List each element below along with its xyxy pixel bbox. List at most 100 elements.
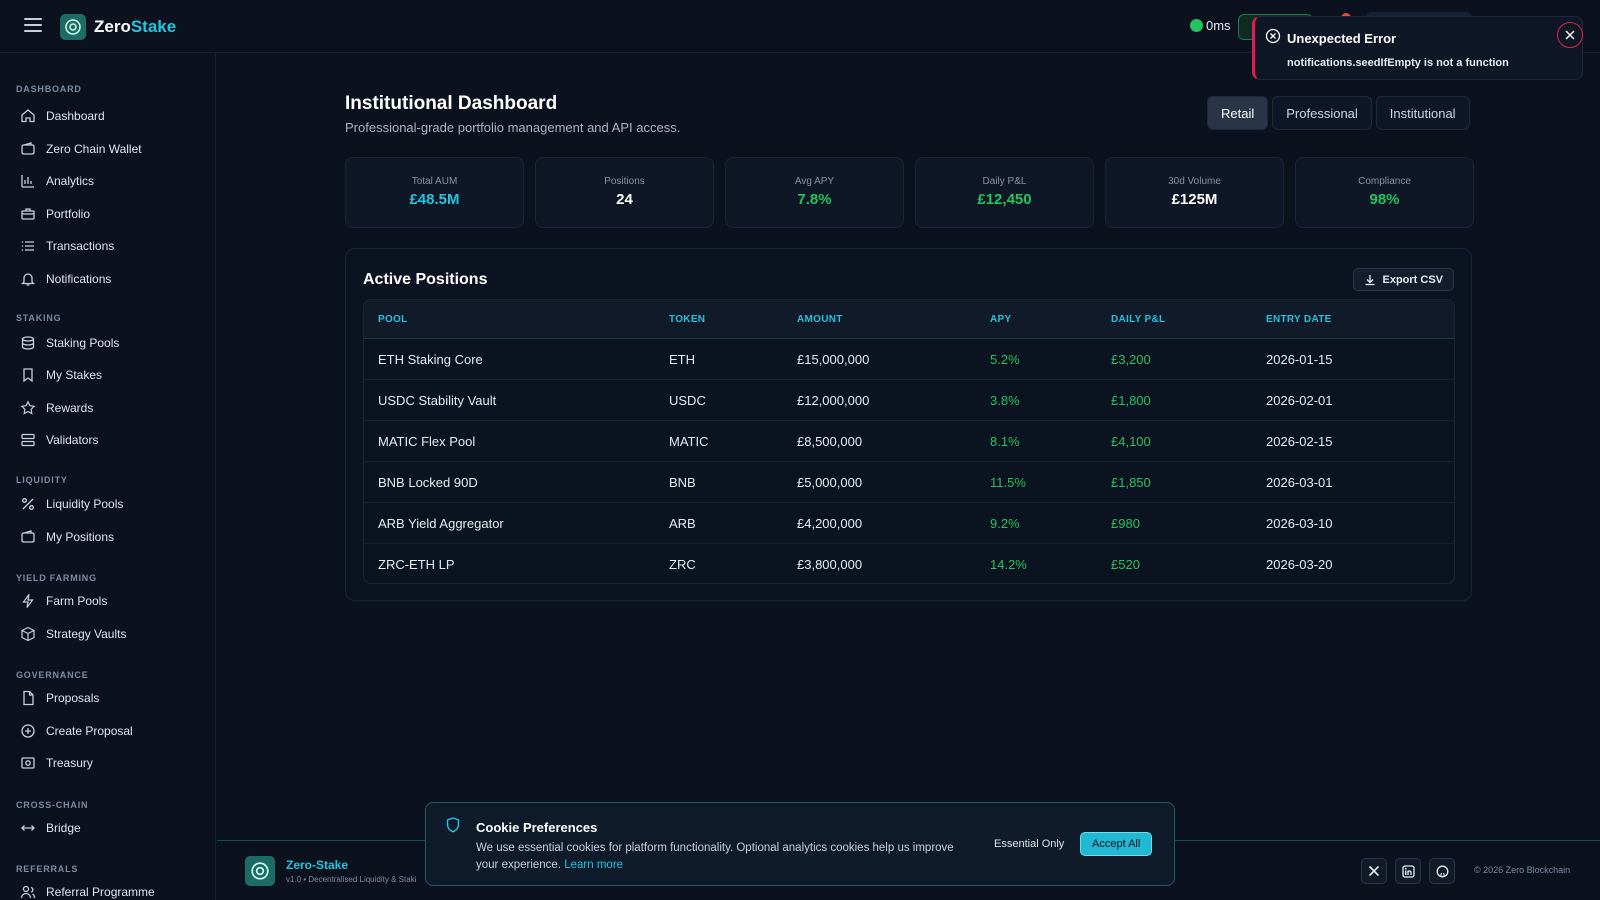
sidebar-item-create-proposal[interactable]: Create Proposal <box>16 718 202 744</box>
cell-pool: USDC Stability Vault <box>378 392 497 408</box>
sidebar-item-liquidity-pools[interactable]: Liquidity Pools <box>16 491 202 517</box>
stats-row: Total AUM £48.5M Positions 24 Avg APY 7.8% Dai… <box>345 157 1474 228</box>
learn-more-link[interactable]: Learn more <box>564 859 624 871</box>
sidebar-item-farm-pools[interactable]: Farm Pools <box>16 588 202 614</box>
stat-card-compliance: Compliance 98% <box>1295 157 1474 228</box>
sidebar: DASHBOARD Dashboard Zero Chain Wallet Analy… <box>0 53 216 900</box>
cell-daily-pnl: £1,800 <box>1111 392 1151 408</box>
table-row[interactable]: MATIC Flex Pool MATIC £8,500,000 8.1% £4,100… <box>364 421 1454 462</box>
sidebar-section-dashboard: DASHBOARD <box>16 84 82 94</box>
transactions-icon <box>20 238 36 254</box>
accept-all-button[interactable]: Accept All <box>1080 832 1153 856</box>
footer-name[interactable]: Zero-Stake <box>286 858 349 872</box>
sidebar-item-label: Transactions <box>46 239 115 253</box>
col-amount[interactable]: AMOUNT <box>797 313 843 325</box>
sidebar-item-label: My Stakes <box>46 368 103 382</box>
cell-daily-pnl: £3,200 <box>1111 351 1151 367</box>
sidebar-item-my-positions[interactable]: My Positions <box>16 524 202 550</box>
tab-institutional[interactable]: Institutional <box>1375 96 1470 130</box>
portfolio-icon <box>20 206 36 222</box>
cell-daily-pnl: £4,100 <box>1111 433 1151 449</box>
sidebar-item-label: Bridge <box>46 821 81 835</box>
table-row[interactable]: ZRC-ETH LP ZRC £3,800,000 14.2% £520 2026-03-… <box>364 544 1454 583</box>
sidebar-item-dashboard[interactable]: Dashboard <box>16 103 202 129</box>
close-icon[interactable] <box>1557 22 1583 48</box>
my-positions-icon <box>20 529 36 545</box>
sidebar-item-my-stakes[interactable]: My Stakes <box>16 362 202 388</box>
sidebar-item-strategy-vaults[interactable]: Strategy Vaults <box>16 621 202 647</box>
stat-label: Positions <box>604 176 645 187</box>
sidebar-item-proposals[interactable]: Proposals <box>16 685 202 711</box>
sidebar-item-treasury[interactable]: Treasury <box>16 750 202 776</box>
stat-card-avg-apy: Avg APY 7.8% <box>725 157 904 228</box>
stat-value: 7.8% <box>797 191 832 208</box>
cell-daily-pnl: £1,850 <box>1111 474 1151 490</box>
col-token[interactable]: TOKEN <box>669 313 706 325</box>
cookie-banner: Cookie Preferences We use essential cook… <box>425 802 1175 886</box>
sidebar-item-notifications[interactable]: Notifications <box>16 266 202 292</box>
sidebar-section-governance: GOVERNANCE <box>16 670 89 680</box>
github-icon[interactable] <box>1429 858 1455 884</box>
sidebar-item-portfolio[interactable]: Portfolio <box>16 201 202 227</box>
analytics-icon <box>20 173 36 189</box>
col-daily-pnl[interactable]: DAILY P&L <box>1111 313 1166 325</box>
shield-icon <box>446 817 460 833</box>
essential-only-button[interactable]: Essential Only <box>994 838 1065 850</box>
sidebar-item-label: Notifications <box>46 272 112 286</box>
page-title: Institutional Dashboard <box>345 93 558 114</box>
sidebar-item-validators[interactable]: Validators <box>16 427 202 453</box>
cell-token: ZRC <box>669 557 696 572</box>
cell-pool: ARB Yield Aggregator <box>378 515 504 531</box>
cell-amount: £8,500,000 <box>797 433 863 449</box>
cell-apy: 3.8% <box>990 392 1020 408</box>
copyright: © 2026 Zero Blockchain <box>1474 865 1571 875</box>
menu-icon[interactable] <box>24 18 42 34</box>
x-twitter-icon[interactable] <box>1361 858 1387 884</box>
sidebar-item-label: Analytics <box>46 174 95 188</box>
treasury-icon <box>20 755 36 771</box>
export-csv-button[interactable]: Export CSV <box>1353 268 1454 291</box>
col-apy[interactable]: APY <box>990 313 1012 325</box>
sidebar-item-label: Proposals <box>46 691 100 705</box>
sidebar-item-staking-pools[interactable]: Staking Pools <box>16 330 202 356</box>
col-pool[interactable]: POOL <box>378 313 408 325</box>
tab-retail[interactable]: Retail <box>1207 96 1269 130</box>
sidebar-item-rewards[interactable]: Rewards <box>16 395 202 421</box>
cell-amount: £4,200,000 <box>797 515 863 531</box>
cell-pool: BNB Locked 90D <box>378 474 478 490</box>
sidebar-item-analytics[interactable]: Analytics <box>16 168 202 194</box>
linkedin-icon[interactable] <box>1395 858 1421 884</box>
sidebar-section-cross-chain: CROSS-CHAIN <box>16 800 89 810</box>
cell-entry-date: 2026-03-01 <box>1266 474 1333 490</box>
bridge-icon <box>20 820 36 836</box>
sidebar-section-referrals: REFERRALS <box>16 864 79 874</box>
brand[interactable]: ZeroStake <box>60 14 176 40</box>
sidebar-section-staking: STAKING <box>16 313 62 323</box>
cell-entry-date: 2026-03-20 <box>1266 557 1333 572</box>
positions-table: POOL TOKEN AMOUNT APY DAILY P&L ENTRY DA… <box>363 299 1455 584</box>
cookie-description: We use essential cookies for platform fu… <box>476 842 954 871</box>
table-row[interactable]: ARB Yield Aggregator ARB £4,200,000 9.2% £98… <box>364 503 1454 544</box>
table-row[interactable]: USDC Stability Vault USDC £12,000,000 3.8% £… <box>364 380 1454 421</box>
table-row[interactable]: ETH Staking Core ETH £15,000,000 5.2% £3,200… <box>364 339 1454 380</box>
sidebar-item-zero-chain-wallet[interactable]: Zero Chain Wallet <box>16 136 202 162</box>
stat-card-daily-p-l: Daily P&L £12,450 <box>915 157 1094 228</box>
toast-message: notifications.seedIfEmpty is not a funct… <box>1287 57 1509 69</box>
sidebar-item-referral-programme[interactable]: Referral Programme <box>16 879 202 900</box>
cookie-title: Cookie Preferences <box>476 820 598 835</box>
stat-value: 24 <box>616 191 633 208</box>
stat-card-total-aum: Total AUM £48.5M <box>345 157 524 228</box>
cell-entry-date: 2026-02-15 <box>1266 433 1333 449</box>
stat-label: Total AUM <box>411 176 458 187</box>
sidebar-item-transactions[interactable]: Transactions <box>16 233 202 259</box>
tab-professional[interactable]: Professional <box>1272 96 1372 130</box>
dashboard-icon <box>20 108 36 124</box>
sidebar-item-bridge[interactable]: Bridge <box>16 815 202 841</box>
col-entry-date[interactable]: ENTRY DATE <box>1266 313 1332 325</box>
cell-pool: ETH Staking Core <box>378 351 483 367</box>
cell-entry-date: 2026-02-01 <box>1266 392 1333 408</box>
table-row[interactable]: BNB Locked 90D BNB £5,000,000 11.5% £1,850 20… <box>364 462 1454 503</box>
validators-icon <box>20 432 36 448</box>
cell-apy: 8.1% <box>990 433 1020 449</box>
error-toast: Unexpected Error notifications.seedIfEmp… <box>1252 16 1583 80</box>
